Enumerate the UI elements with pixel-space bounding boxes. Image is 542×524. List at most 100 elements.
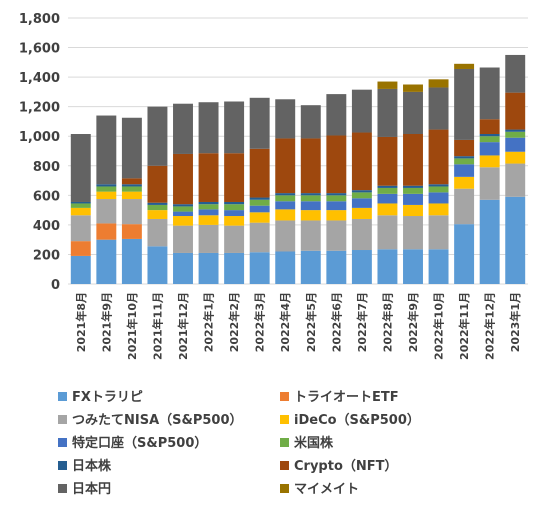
bar-segment — [351, 89, 372, 133]
bar-segment — [121, 199, 142, 225]
bar-segment — [275, 99, 296, 139]
bar-segment — [300, 195, 321, 202]
bar-segment — [505, 129, 526, 132]
y-tick-label: 1,400 — [19, 71, 60, 86]
bar-segment — [300, 138, 321, 194]
legend-label: つみたてNISA（S&P500） — [72, 412, 243, 428]
legend-label: Crypto（NFT） — [294, 458, 398, 474]
x-tick-label: 2021年8月 — [74, 292, 88, 352]
y-tick-label: 0 — [51, 278, 60, 293]
legend-label: 日本株 — [72, 458, 112, 474]
legend-swatch — [280, 415, 289, 424]
x-tick-label: 2022年6月 — [329, 292, 343, 352]
bar-segment — [505, 131, 526, 138]
bar-segment — [505, 196, 526, 284]
bar-segment — [300, 220, 321, 251]
bar-segment — [377, 136, 398, 186]
bar-segment — [70, 201, 91, 204]
bar-segment — [454, 158, 475, 165]
bar-segment — [351, 132, 372, 191]
bar-segment — [326, 193, 347, 196]
bar-segment — [454, 63, 475, 69]
bar-segment — [147, 246, 168, 284]
x-tick-label: 2021年10月 — [125, 292, 139, 360]
bar-segment — [249, 148, 270, 198]
bar-segment — [96, 199, 117, 224]
bar-segment — [505, 137, 526, 152]
bar-segment — [479, 142, 500, 156]
bar-segment — [377, 215, 398, 250]
bar-segment — [505, 92, 526, 130]
x-tick-label: 2022年2月 — [227, 292, 241, 352]
bar-segment — [377, 185, 398, 188]
bar-segment — [326, 220, 347, 251]
x-tick-label: 2022年4月 — [278, 292, 292, 352]
bar-segment — [505, 151, 526, 164]
bar-segment — [479, 134, 500, 137]
bar-segment — [275, 201, 296, 210]
bar-segment — [428, 203, 449, 216]
bar-segment — [300, 201, 321, 211]
bar-segment — [173, 252, 193, 284]
bar-segment — [479, 199, 500, 284]
bar-segment — [428, 249, 449, 284]
y-tick-label: 200 — [33, 248, 60, 263]
bar-segment — [275, 220, 296, 252]
bar-segment — [224, 153, 245, 202]
x-tick-label: 2022年10月 — [432, 292, 446, 360]
bar-segment — [403, 185, 423, 188]
bar-segment — [454, 176, 475, 189]
bar-segment — [300, 210, 321, 221]
x-tick-label: 2021年11月 — [150, 292, 164, 360]
bar-segment — [351, 198, 372, 208]
bar-segment — [505, 163, 526, 197]
bar-segment — [428, 215, 449, 250]
bar-segment — [403, 134, 423, 186]
bar-segment — [70, 215, 91, 242]
bar-segment — [224, 216, 245, 226]
bar-segment — [96, 186, 117, 192]
bar-segment — [505, 54, 526, 93]
bar-segment — [147, 202, 168, 205]
bar-segment — [249, 205, 270, 213]
x-tick-label: 2022年11月 — [457, 292, 471, 360]
y-tick-label: 800 — [33, 160, 60, 175]
bar-segment — [147, 210, 168, 219]
bar-segment — [96, 191, 117, 200]
bar-segment — [351, 190, 372, 193]
bar-segment — [121, 117, 142, 179]
legend-swatch — [58, 392, 67, 401]
bar-segment — [198, 209, 219, 216]
bar-segment — [428, 79, 449, 88]
legend-label: トライオートETF — [294, 390, 399, 405]
bar-segment — [275, 138, 296, 194]
legend-label: iDeCo（S&P500） — [294, 412, 420, 428]
bar-segment — [224, 204, 245, 211]
bar-segment — [428, 87, 449, 130]
bar-segment — [147, 218, 168, 247]
bar-segment — [249, 197, 270, 200]
bar-segment — [249, 222, 270, 253]
bar-segment — [96, 184, 117, 187]
bar-segment — [70, 203, 91, 208]
bar-segment — [198, 252, 219, 284]
x-tick-label: 2021年12月 — [176, 292, 190, 360]
bar-segment — [173, 225, 193, 253]
bar-segment — [275, 251, 296, 284]
legend-label: マイメイト — [294, 482, 359, 497]
legend-swatch — [58, 438, 67, 447]
bar-segment — [198, 224, 219, 253]
bar-segment — [198, 201, 219, 205]
bar-segment — [351, 192, 372, 199]
bar-segment — [147, 165, 168, 203]
bar-segment — [147, 106, 168, 166]
bar-segment — [479, 155, 500, 168]
bar-segment — [454, 224, 475, 284]
y-tick-label: 400 — [33, 219, 60, 234]
bar-segment — [96, 239, 117, 284]
bar-segment — [403, 84, 423, 92]
x-tick-label: 2022年12月 — [483, 292, 497, 360]
bar-segment — [377, 249, 398, 284]
bar-segment — [198, 102, 219, 154]
